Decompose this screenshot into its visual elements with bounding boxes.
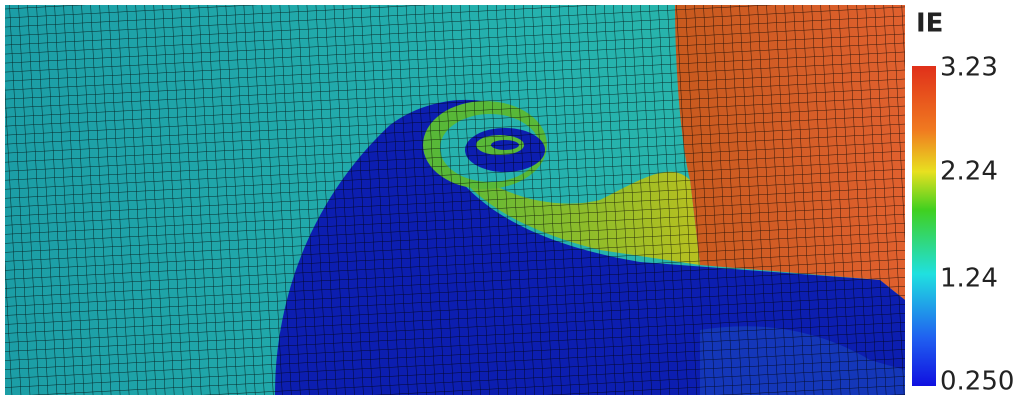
- colorbar-label: 0.250: [940, 367, 1014, 397]
- colorbar-label: 2.24: [940, 157, 998, 187]
- colorbar: [912, 66, 936, 386]
- mesh-render: [5, 5, 905, 395]
- colorbar-label: 1.24: [940, 264, 998, 294]
- colorbar-label: 3.23: [940, 53, 998, 83]
- colorbar-title: IE: [916, 9, 943, 39]
